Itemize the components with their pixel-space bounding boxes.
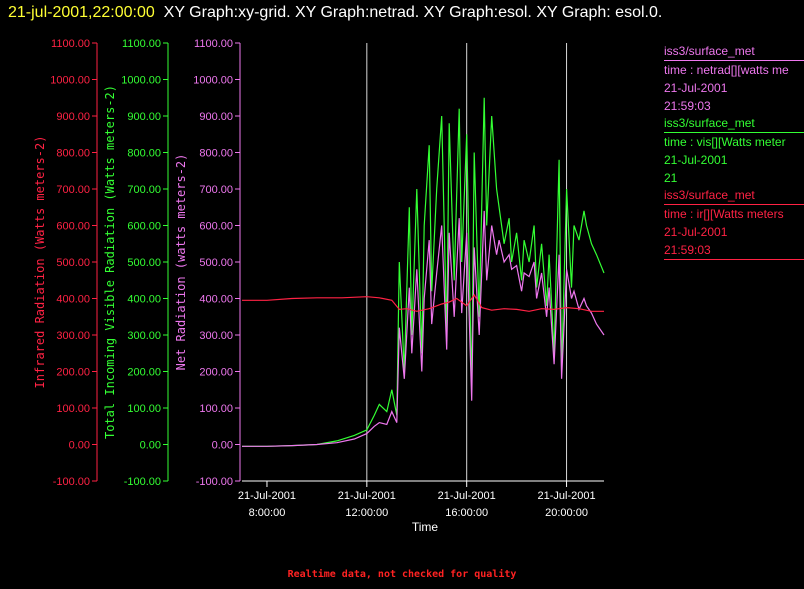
y-tick-label-vis: 300.00 [127,330,161,342]
y-tick-label-vis: 1000.00 [121,75,161,87]
y-tick-label-net: 0.00 [212,440,233,452]
legend-vis-time: 21 [664,171,678,185]
y-axis-title-net: Net Radiation (watts meters-2) [174,154,188,371]
y-tick-label-vis: 0.00 [140,440,161,452]
x-tick-time: 8:00:00 [249,507,286,519]
y-tick-label-ir: -100.00 [53,476,90,488]
y-tick-label-vis: 600.00 [127,221,161,233]
y-tick-label-net: 600.00 [199,221,233,233]
legend-ir-time: 21:59:03 [664,241,804,260]
x-tick-time: 20:00:00 [545,507,588,519]
legend-ir-date: 21-Jul-2001 [664,225,728,239]
legend-vis-date: 21-Jul-2001 [664,153,728,167]
x-tick-time: 16:00:00 [445,507,488,519]
y-tick-label-net: 700.00 [199,184,233,196]
x-axis-title: Time [412,520,439,534]
legend-net-variable: time : netrad[][watts me [664,63,789,77]
y-tick-label-ir: 700.00 [56,184,90,196]
y-tick-label-vis: 200.00 [127,367,161,379]
y-tick-label-vis: 500.00 [127,257,161,269]
y-tick-label-net: 1100.00 [194,38,233,50]
y-tick-label-ir: 800.00 [56,148,90,160]
y-tick-label-ir: 1100.00 [51,38,90,50]
legend-net-time: 21:59:03 [664,99,711,113]
y-tick-label-ir: 600.00 [56,221,90,233]
y-tick-label-net: 400.00 [199,294,233,306]
y-tick-label-ir: 0.00 [69,440,90,452]
y-tick-label-net: 300.00 [199,330,233,342]
y-tick-label-vis: 900.00 [127,111,161,123]
series-line-net [242,210,605,447]
timestamp: 21-jul-2001,22:00:00 [8,4,155,21]
series-line-ir [242,293,604,312]
y-tick-label-vis: 1100.00 [122,38,161,50]
legend-vis-station: iss3/surface_met [664,114,804,133]
x-tick-date: 21-Jul-2001 [238,490,296,502]
y-tick-label-ir: 200.00 [56,367,90,379]
series-line-vis [242,97,605,447]
y-tick-label-vis: 700.00 [127,184,161,196]
page-title: 21-jul-2001,22:00:00 XY Graph:xy-grid. X… [8,2,768,24]
y-tick-label-ir: 1000.00 [50,75,90,87]
y-tick-label-ir: 500.00 [56,257,90,269]
y-tick-label-net: 800.00 [199,148,233,160]
y-tick-label-vis: 800.00 [127,148,161,160]
y-axis-title-vis: Total Incoming Visible Radiation (Watts … [103,85,117,439]
legend-net: iss3/surface_met time : netrad[][watts m… [664,42,804,115]
y-tick-label-net: 1000.00 [193,75,233,87]
x-tick-time: 12:00:00 [345,507,388,519]
y-tick-label-vis: 100.00 [127,403,161,415]
y-tick-label-net: 100.00 [199,403,233,415]
legend-net-station: iss3/surface_met [664,42,804,61]
y-tick-label-net: -100.00 [196,476,233,488]
legend-vis-variable: time : vis[][Watts meter [664,135,786,149]
legend-ir: iss3/surface_met time : ir[][Watts meter… [664,186,804,260]
legend-ir-variable: time : ir[][Watts meters [664,207,784,221]
x-tick-date: 21-Jul-2001 [538,490,596,502]
y-tick-label-net: 500.00 [199,257,233,269]
x-tick-date: 21-Jul-2001 [338,490,396,502]
quality-footnote: Realtime data, not checked for quality [287,569,517,580]
y-tick-label-ir: 300.00 [56,330,90,342]
y-axis-title-ir: Infrared Radiation (Watts meters-2) [33,136,47,389]
legend-net-date: 21-Jul-2001 [664,81,728,95]
legend-vis: iss3/surface_met time : vis[][Watts mete… [664,114,804,187]
y-tick-label-ir: 900.00 [56,111,90,123]
y-tick-label-ir: 100.00 [56,403,90,415]
legend-ir-station: iss3/surface_met [664,186,804,205]
y-tick-label-vis: -100.00 [124,476,161,488]
y-tick-label-net: 200.00 [199,367,233,379]
x-tick-date: 21-Jul-2001 [438,490,496,502]
y-tick-label-net: 900.00 [199,111,233,123]
y-tick-label-ir: 400.00 [56,294,90,306]
y-tick-label-vis: 400.00 [127,294,161,306]
graph-title: XY Graph:xy-grid. XY Graph:netrad. XY Gr… [163,4,663,21]
